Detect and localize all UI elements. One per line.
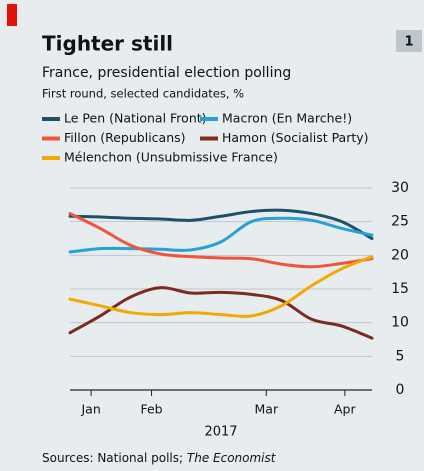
y-tick-label: 5 bbox=[396, 348, 405, 364]
y-tick-label: 20 bbox=[391, 247, 409, 263]
x-tick-label: Feb bbox=[140, 402, 162, 417]
subtitle: France, presidential election polling bbox=[42, 65, 291, 81]
badge: 1 bbox=[404, 35, 413, 50]
brand-bar bbox=[7, 4, 17, 26]
y-tick-label: 25 bbox=[391, 214, 409, 230]
badge-box bbox=[396, 30, 422, 52]
x-tick-label: Mar bbox=[255, 402, 279, 417]
x-tick-label: Jan bbox=[80, 402, 100, 417]
series-line bbox=[68, 208, 374, 240]
x-tick-label: Apr bbox=[334, 402, 356, 417]
legend-label: Fillon (Republicans) bbox=[64, 130, 186, 145]
series-line bbox=[68, 286, 374, 340]
y-tick-label: 10 bbox=[391, 315, 409, 331]
y-tick-label: 15 bbox=[391, 281, 409, 297]
legend-label: Mélenchon (Unsubmissive France) bbox=[64, 150, 278, 165]
legend-label: Macron (En Marche!) bbox=[222, 111, 352, 126]
chart-title: Tighter still bbox=[42, 32, 173, 56]
subtitle2: First round, selected candidates, % bbox=[42, 87, 244, 101]
series-line bbox=[68, 255, 374, 318]
x-axis-label: 2017 bbox=[204, 425, 237, 440]
series-line bbox=[68, 212, 374, 269]
series-line bbox=[68, 216, 374, 254]
legend-label: Le Pen (National Front) bbox=[64, 111, 207, 126]
legend-label: Hamon (Socialist Party) bbox=[222, 130, 369, 145]
source: Sources: National polls; The Economist bbox=[42, 451, 277, 465]
source-italic: The Economist bbox=[187, 451, 277, 465]
source-text: Sources: National polls; bbox=[42, 451, 187, 465]
y-tick-label: 30 bbox=[391, 180, 409, 196]
y-tick-label: 0 bbox=[396, 382, 405, 398]
